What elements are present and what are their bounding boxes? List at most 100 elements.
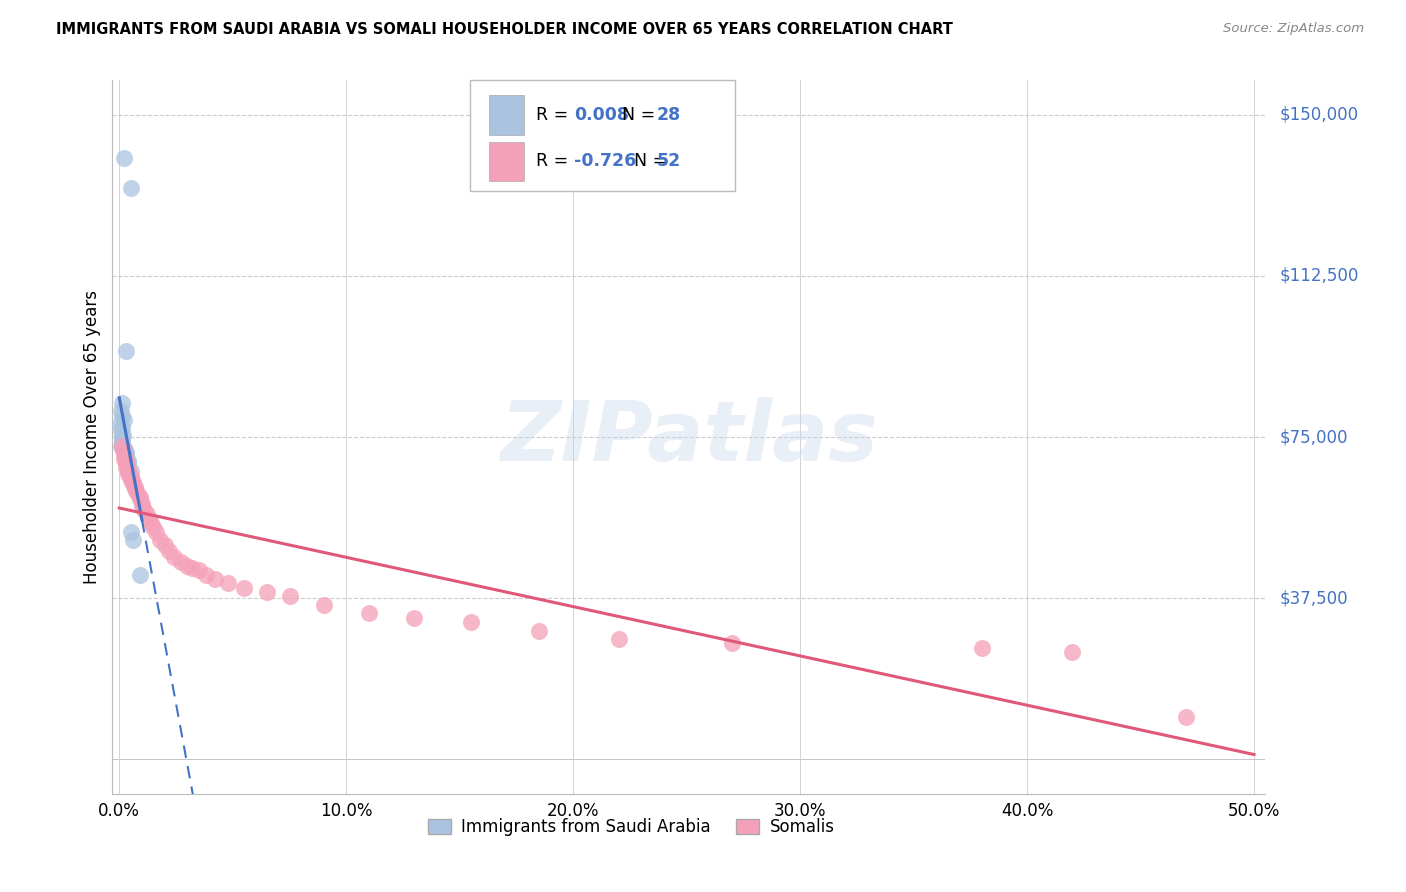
Point [134, 503, 156, 517]
Point [128, 490, 150, 504]
Point [169, 555, 191, 569]
Point [607, 632, 630, 647]
FancyBboxPatch shape [489, 142, 524, 181]
Point [204, 572, 226, 586]
Point [124, 482, 146, 496]
Point [120, 471, 142, 485]
Text: N =: N = [623, 153, 673, 170]
Text: $112,500: $112,500 [1279, 267, 1358, 285]
Point [110, 395, 132, 409]
Text: R =: R = [536, 153, 574, 170]
Point [115, 456, 138, 470]
Point [460, 615, 482, 629]
Point [970, 640, 993, 655]
Point [115, 445, 138, 459]
Point [131, 497, 153, 511]
Point [127, 486, 149, 500]
Point [122, 533, 145, 548]
Point [112, 151, 135, 165]
Point [111, 434, 134, 449]
FancyBboxPatch shape [489, 95, 524, 135]
Point [110, 432, 132, 446]
Point [149, 533, 172, 548]
Text: R =: R = [536, 106, 574, 124]
Text: Source: ZipAtlas.com: Source: ZipAtlas.com [1223, 22, 1364, 36]
Point [122, 475, 145, 490]
Point [110, 424, 132, 438]
Point [115, 454, 138, 468]
Point [110, 439, 132, 453]
Text: -0.726: -0.726 [574, 153, 636, 170]
Point [112, 447, 135, 461]
Point [404, 610, 426, 624]
Point [120, 473, 142, 487]
Point [110, 430, 132, 444]
Text: 0.008: 0.008 [574, 106, 628, 124]
Point [110, 421, 132, 435]
Text: IMMIGRANTS FROM SAUDI ARABIA VS SOMALI HOUSEHOLDER INCOME OVER 65 YEARS CORRELAT: IMMIGRANTS FROM SAUDI ARABIA VS SOMALI H… [56, 22, 953, 37]
Text: 28: 28 [657, 106, 681, 124]
Point [115, 451, 138, 466]
Point [120, 524, 142, 539]
Point [721, 636, 744, 650]
Point [115, 450, 138, 464]
Point [124, 479, 146, 493]
Point [1175, 709, 1198, 723]
Text: 52: 52 [657, 153, 681, 170]
Point [194, 567, 217, 582]
Point [1062, 645, 1084, 659]
Point [145, 524, 167, 539]
Point [112, 441, 135, 455]
Point [217, 576, 239, 591]
Point [111, 409, 134, 423]
Point [120, 468, 142, 483]
Point [111, 442, 134, 457]
Point [115, 460, 138, 475]
Point [157, 544, 180, 558]
Point [187, 563, 209, 577]
Text: $37,500: $37,500 [1279, 590, 1348, 607]
Point [139, 516, 162, 530]
Point [256, 584, 278, 599]
Text: $75,000: $75,000 [1279, 428, 1348, 446]
Text: ZIPatlas: ZIPatlas [501, 397, 877, 477]
Point [111, 428, 134, 442]
Point [135, 508, 157, 522]
Y-axis label: Householder Income Over 65 years: Householder Income Over 65 years [83, 290, 101, 584]
Point [115, 344, 138, 359]
Point [112, 442, 135, 457]
Point [527, 624, 550, 638]
Point [128, 492, 150, 507]
Point [233, 581, 256, 595]
Point [131, 499, 153, 513]
Point [122, 477, 145, 491]
Point [117, 456, 139, 470]
Point [176, 559, 198, 574]
Text: $150,000: $150,000 [1279, 105, 1358, 124]
Point [117, 465, 139, 479]
Point [110, 439, 132, 453]
Point [180, 561, 202, 575]
Point [142, 520, 165, 534]
Point [153, 537, 176, 551]
Point [112, 451, 135, 466]
Point [115, 447, 138, 461]
Point [163, 550, 186, 565]
FancyBboxPatch shape [470, 80, 735, 191]
Point [117, 454, 139, 468]
Point [120, 465, 142, 479]
Point [357, 607, 380, 621]
Text: N =: N = [610, 106, 661, 124]
Point [117, 462, 139, 476]
Point [128, 567, 150, 582]
Point [117, 467, 139, 481]
Point [110, 436, 132, 450]
Legend: Immigrants from Saudi Arabia, Somalis: Immigrants from Saudi Arabia, Somalis [422, 812, 841, 843]
Point [120, 180, 142, 194]
Point [110, 417, 132, 432]
Point [278, 589, 301, 603]
Point [112, 413, 135, 427]
Point [110, 404, 132, 418]
Point [138, 512, 160, 526]
Point [312, 598, 335, 612]
